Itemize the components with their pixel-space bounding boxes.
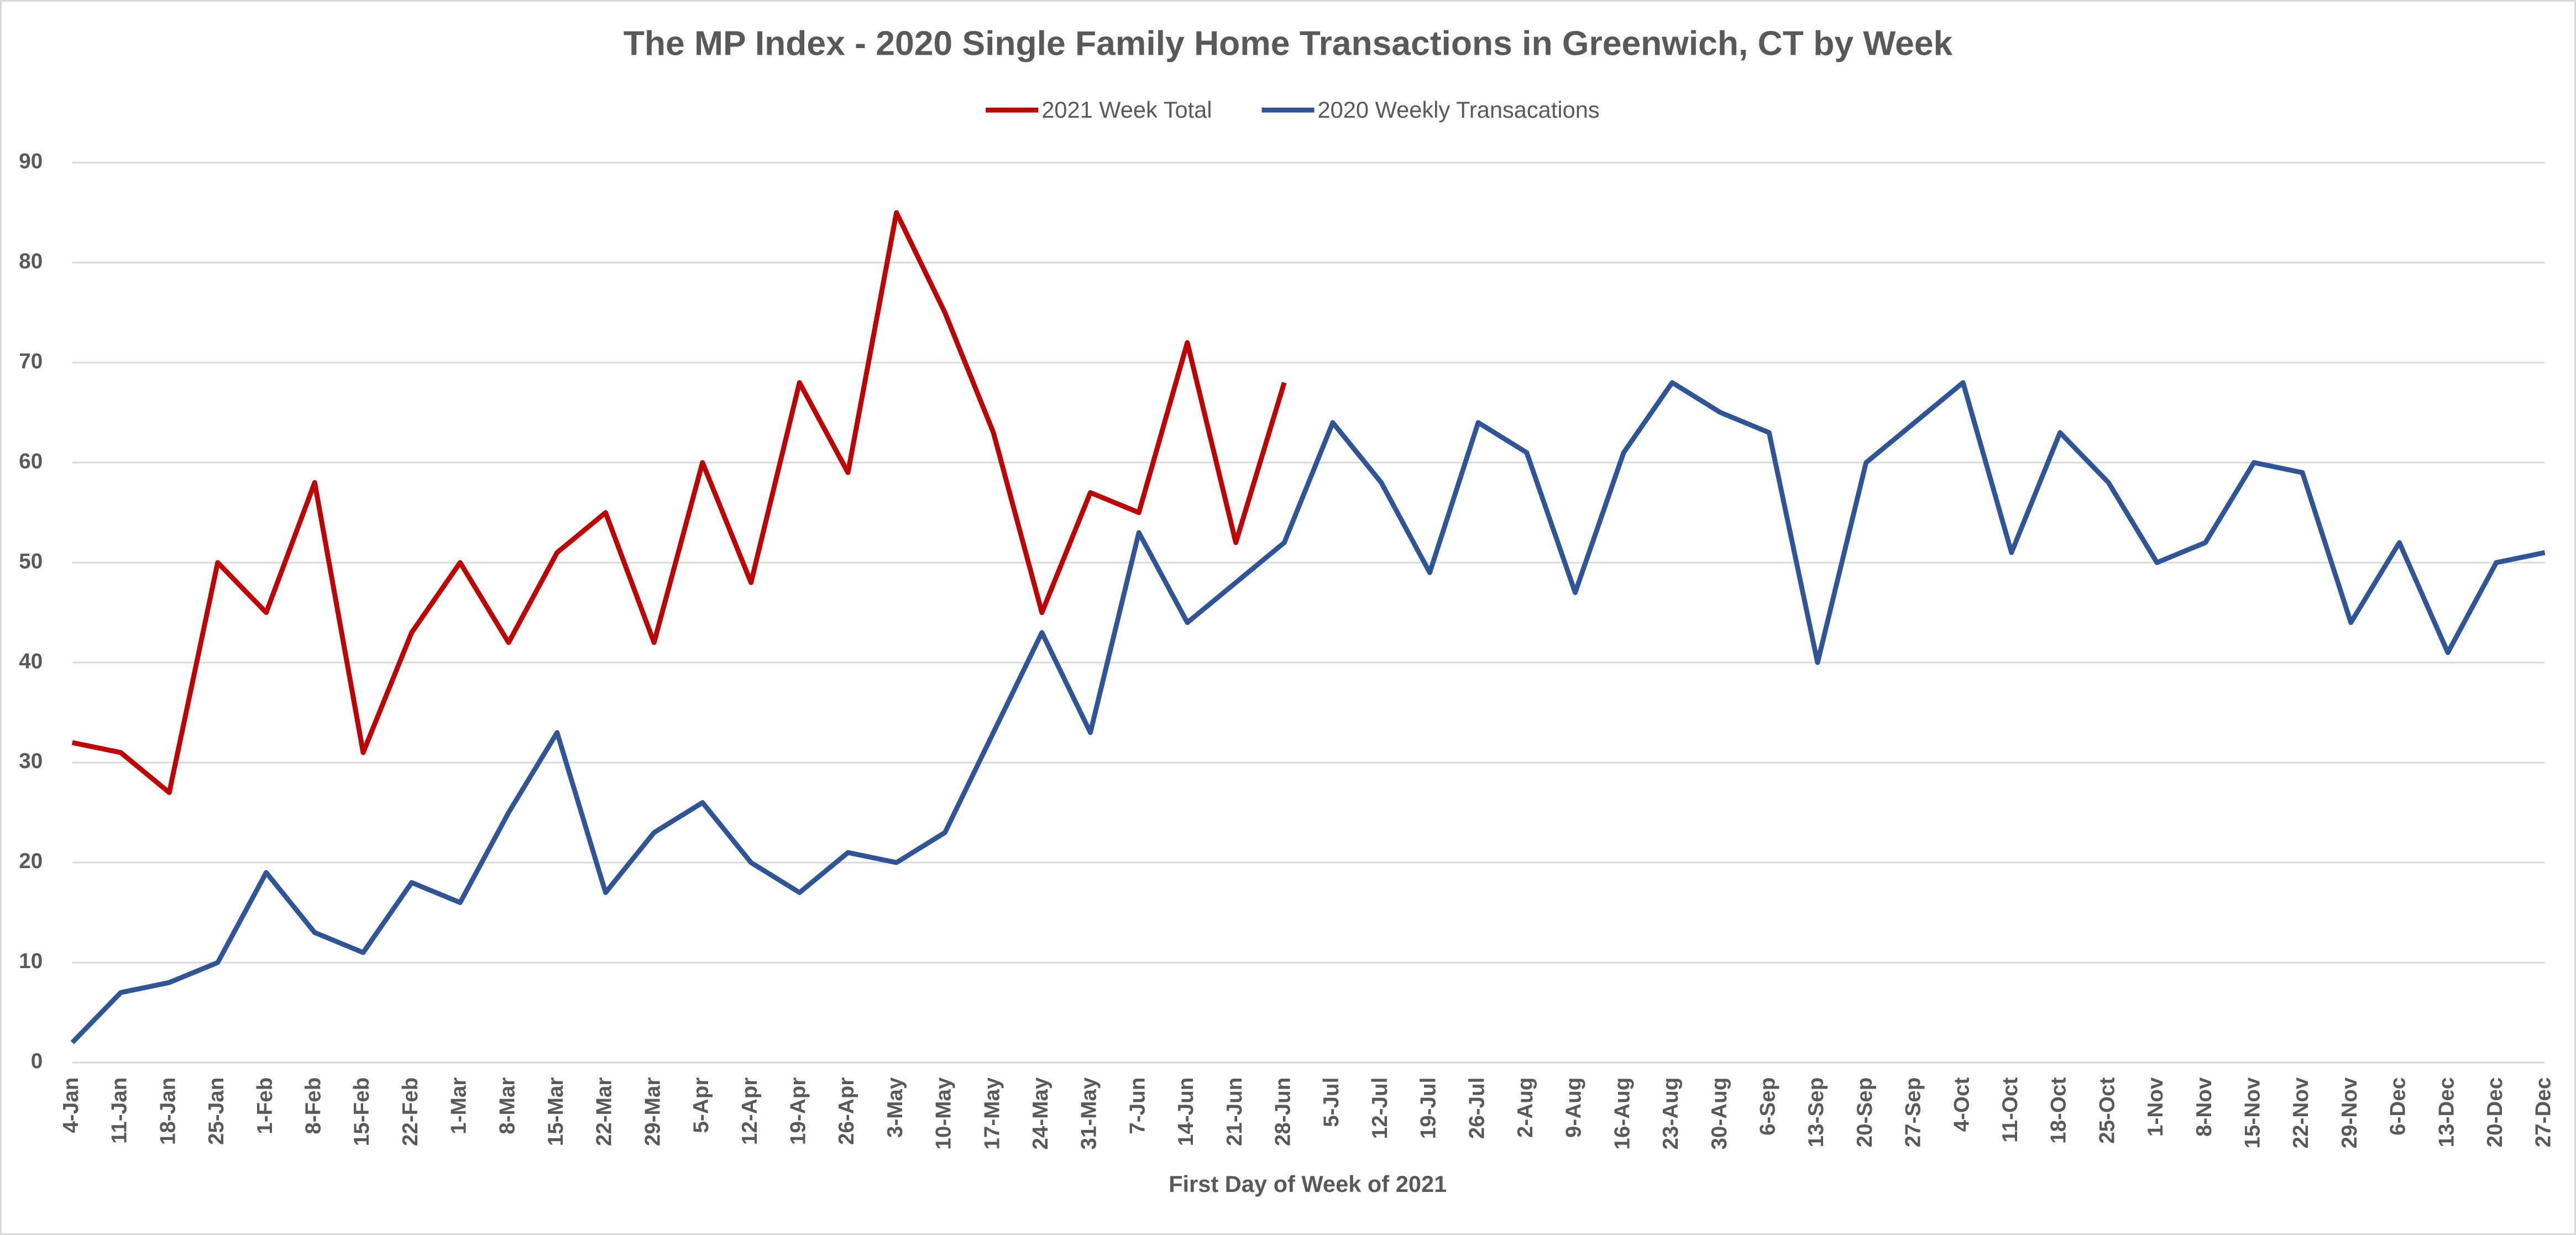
x-tick-label: 10-May bbox=[932, 1077, 956, 1149]
chart-title: The MP Index - 2020 Single Family Home T… bbox=[624, 25, 1953, 63]
x-tick-label: 4-Jan bbox=[59, 1078, 83, 1133]
x-tick-label: 20-Sep bbox=[1853, 1078, 1877, 1148]
x-tick-label: 11-Jan bbox=[108, 1078, 132, 1144]
x-tick-label: 16-Aug bbox=[1610, 1078, 1634, 1150]
x-tick-label: 1-Mar bbox=[447, 1078, 471, 1134]
x-tick-label: 2-Aug bbox=[1514, 1078, 1537, 1138]
x-tick-label: 22-Feb bbox=[399, 1078, 422, 1147]
y-tick-label: 10 bbox=[19, 949, 43, 973]
x-tick-label: 18-Oct bbox=[2047, 1078, 2071, 1144]
x-tick-label: 30-Aug bbox=[1708, 1078, 1731, 1150]
x-tick-label: 12-Apr bbox=[738, 1078, 762, 1145]
x-tick-label: 5-Apr bbox=[689, 1078, 713, 1133]
x-tick-label: 13-Sep bbox=[1804, 1078, 1828, 1148]
x-tick-label: 17-May bbox=[980, 1077, 1004, 1149]
x-tick-label: 18-Jan bbox=[156, 1078, 180, 1145]
x-tick-label: 19-Jul bbox=[1417, 1078, 1441, 1139]
x-tick-label: 1-Nov bbox=[2144, 1077, 2167, 1137]
x-tick-label: 11-Oct bbox=[1998, 1078, 2022, 1143]
x-tick-label: 20-Dec bbox=[2483, 1078, 2507, 1148]
y-tick-label: 50 bbox=[19, 549, 43, 573]
y-tick-label: 70 bbox=[19, 349, 43, 373]
y-tick-label: 20 bbox=[19, 849, 43, 873]
x-tick-label: 1-Feb bbox=[253, 1078, 277, 1134]
x-tick-label: 25-Jan bbox=[205, 1078, 228, 1145]
y-tick-label: 30 bbox=[19, 749, 43, 773]
x-tick-label: 9-Aug bbox=[1562, 1078, 1586, 1138]
y-tick-label: 0 bbox=[31, 1049, 43, 1073]
x-tick-label: 26-Jul bbox=[1465, 1078, 1489, 1139]
series-line bbox=[71, 210, 1287, 795]
x-tick-label: 13-Dec bbox=[2434, 1078, 2458, 1148]
x-tick-label: 23-Aug bbox=[1659, 1078, 1683, 1150]
y-tick-label: 60 bbox=[19, 449, 43, 473]
x-tick-label: 25-Oct bbox=[2095, 1078, 2119, 1144]
x-tick-label: 8-Feb bbox=[301, 1078, 325, 1134]
legend-label: 2021 Week Total bbox=[1041, 97, 1212, 123]
x-tick-label: 27-Dec bbox=[2532, 1078, 2556, 1148]
x-tick-label: 22-Nov bbox=[2289, 1077, 2313, 1148]
x-tick-label: 19-Apr bbox=[786, 1078, 810, 1145]
x-tick-label: 8-Mar bbox=[495, 1078, 519, 1134]
y-tick-label: 90 bbox=[19, 149, 43, 173]
x-tick-label: 7-Jun bbox=[1125, 1078, 1149, 1134]
x-tick-label: 28-Jun bbox=[1271, 1078, 1295, 1147]
x-tick-label: 15-Mar bbox=[544, 1078, 568, 1147]
x-tick-label: 6-Dec bbox=[2386, 1078, 2410, 1136]
x-tick-label: 8-Nov bbox=[2192, 1077, 2216, 1137]
x-tick-label: 24-May bbox=[1029, 1077, 1053, 1149]
y-tick-label: 80 bbox=[19, 249, 43, 273]
x-tick-label: 29-Nov bbox=[2338, 1077, 2362, 1148]
x-tick-label: 26-Apr bbox=[835, 1078, 858, 1145]
x-axis-title: First Day of Week of 2021 bbox=[1169, 1171, 1447, 1197]
x-tick-label: 21-Jun bbox=[1223, 1078, 1247, 1147]
x-tick-label: 4-Oct bbox=[1950, 1078, 1973, 1132]
x-tick-label: 31-May bbox=[1077, 1077, 1101, 1149]
x-tick-label: 22-Mar bbox=[593, 1078, 616, 1147]
x-tick-label: 3-May bbox=[883, 1077, 907, 1138]
x-tick-label: 15-Feb bbox=[350, 1078, 374, 1147]
legend-label: 2020 Weekly Transacations bbox=[1317, 97, 1599, 123]
series-line bbox=[70, 380, 2546, 1044]
x-tick-label: 14-Jun bbox=[1174, 1078, 1198, 1147]
y-tick-label: 40 bbox=[19, 649, 43, 673]
x-tick-label: 15-Nov bbox=[2241, 1077, 2265, 1148]
x-tick-label: 6-Sep bbox=[1756, 1078, 1780, 1136]
x-tick-label: 12-Jul bbox=[1368, 1078, 1392, 1139]
x-tick-label: 5-Jul bbox=[1320, 1078, 1343, 1127]
x-tick-label: 29-Mar bbox=[641, 1078, 664, 1147]
x-tick-label: 27-Sep bbox=[1902, 1078, 1925, 1148]
